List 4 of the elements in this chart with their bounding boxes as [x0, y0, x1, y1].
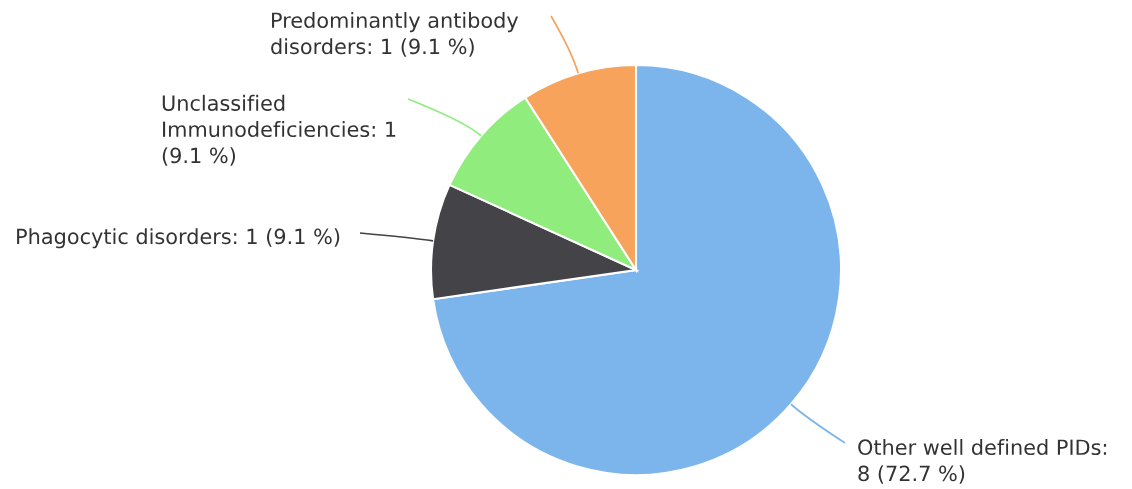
- slice-label: Other well defined PIDs: 8 (72.7 %): [858, 438, 1107, 484]
- slice-label: Unclassified Immunodeficiencies: 1 (9.1 %): [162, 94, 396, 166]
- slice-label: Predominantly antibody disorders: 1 (9.1 %): [271, 11, 519, 57]
- slice-label: Phagocytic disorders: 1 (9.1 %): [17, 228, 340, 249]
